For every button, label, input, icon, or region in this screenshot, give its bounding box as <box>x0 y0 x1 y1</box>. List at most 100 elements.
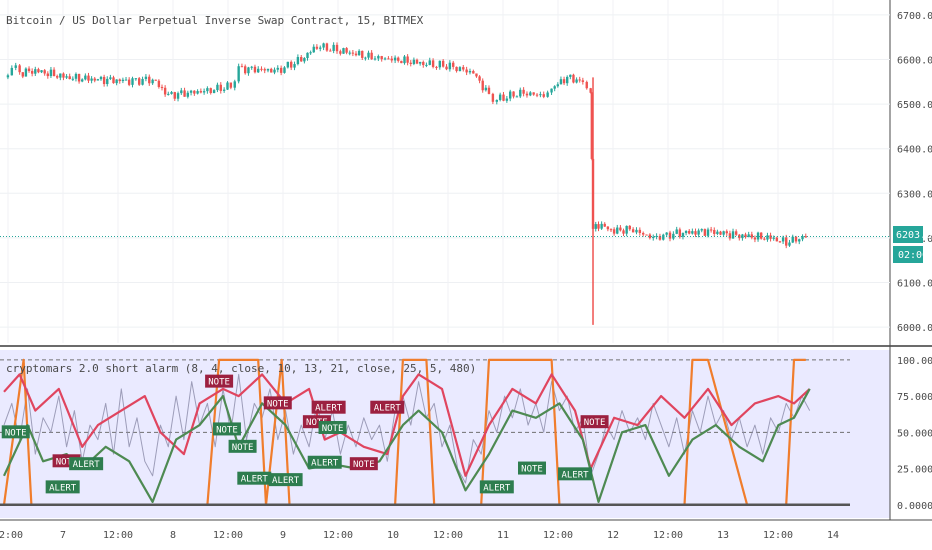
candle-body <box>14 65 17 68</box>
candle-body <box>668 232 672 239</box>
candle-body <box>769 235 772 239</box>
time-tick-label: 12:00 <box>433 530 463 541</box>
candle-body <box>553 86 556 89</box>
candle-body <box>415 59 419 64</box>
candle-body <box>309 52 312 54</box>
candle-body <box>173 92 176 99</box>
annotation-text: NOTE <box>322 424 344 434</box>
candle-body <box>594 224 597 229</box>
annotation-box <box>307 455 342 469</box>
indicator-tick-label: 25.0000 <box>897 465 932 476</box>
candle-body <box>566 76 569 84</box>
candle-body <box>279 67 283 73</box>
candle-body <box>167 93 170 95</box>
candle-body <box>10 67 14 76</box>
candle-body <box>684 230 688 234</box>
annotation-label: NOTE <box>580 415 609 429</box>
candle-body <box>502 94 505 101</box>
indicator-series-line <box>3 388 811 503</box>
candle-body <box>260 68 263 70</box>
annotation-text: ALERT <box>311 459 339 469</box>
candle-body <box>578 79 581 81</box>
annotation-label: ALERT <box>311 400 346 414</box>
annotation-label: NOTE <box>318 420 347 434</box>
time-tick-label: 12:00 <box>763 530 793 541</box>
annotation-text: ALERT <box>561 470 589 480</box>
annotation-box <box>268 473 303 487</box>
candle-body <box>484 87 488 91</box>
candle-body <box>678 229 682 237</box>
candle-body <box>68 76 71 80</box>
candle-body <box>52 69 56 77</box>
candle-body <box>709 229 713 231</box>
candle-body <box>266 68 270 71</box>
candle-body <box>276 67 279 70</box>
candle-body <box>293 64 296 68</box>
candle-body <box>635 229 638 233</box>
candle-body <box>612 229 616 234</box>
candle-body <box>370 52 373 60</box>
annotation-box <box>518 461 546 475</box>
candle-body <box>535 94 539 96</box>
candle-body <box>160 86 164 88</box>
candle-body <box>694 231 697 235</box>
candle-body <box>744 234 747 238</box>
candle-body <box>377 56 380 59</box>
candle-body <box>115 79 118 84</box>
annotation-label: ALERT <box>237 471 272 485</box>
candle-body <box>719 231 722 235</box>
price-axis-ticks: 6000.06100.06200.06300.06400.06500.06600… <box>897 11 932 334</box>
candle-body <box>170 92 173 94</box>
candle-body <box>616 227 619 234</box>
candle-body <box>525 93 529 96</box>
candle-body <box>585 81 588 89</box>
candle-body <box>283 67 286 73</box>
candle-body <box>425 64 428 66</box>
candle-body <box>785 237 788 246</box>
candle-body <box>176 93 180 99</box>
candle-body <box>131 78 134 85</box>
price-tick-label: 6500.0 <box>897 100 932 111</box>
annotation-box <box>580 415 609 429</box>
candle-body <box>315 46 319 49</box>
candle-body <box>791 236 794 243</box>
candle-body <box>342 48 345 54</box>
annotation-label: ALERT <box>558 467 593 481</box>
candle-body <box>357 50 361 56</box>
annotation-text: NOTE <box>208 378 230 388</box>
time-tick-label: 11 <box>497 530 509 541</box>
annotation-label: NOTE <box>212 422 241 436</box>
candle-body <box>253 66 257 73</box>
price-candles <box>0 42 890 325</box>
time-tick-label: 12:00 <box>103 530 133 541</box>
candle-body <box>458 67 462 72</box>
annotation-text: NOTE <box>584 418 606 428</box>
candle-body <box>648 234 652 239</box>
annotation-box <box>237 471 272 485</box>
candle-body <box>515 96 519 98</box>
candle-body <box>728 233 732 239</box>
candle-body <box>112 77 115 84</box>
candle-body <box>216 84 219 91</box>
time-tick-label: 9 <box>280 530 286 541</box>
annotation-box <box>479 480 514 494</box>
annotation-label: ALERT <box>268 473 303 487</box>
annotation-label: ALERT <box>479 480 514 494</box>
time-axis-ticks: 12:00 7 12:00 8 12:00 9 12:00 10 12:00 11 12:00 12 1… <box>0 530 839 541</box>
candle-body <box>329 50 332 52</box>
candle-body <box>300 57 303 62</box>
candle-body <box>380 56 383 60</box>
candle-body <box>505 98 509 101</box>
price-tick-label: 6100.0 <box>897 278 932 289</box>
annotation-text: NOTE <box>216 425 238 435</box>
annotation-label: NOTE <box>228 439 257 453</box>
candle-body <box>655 235 658 237</box>
candle-body <box>102 76 106 85</box>
annotation-box <box>69 457 104 471</box>
annotation-box <box>318 420 347 434</box>
last-price-time: 02:00 <box>898 250 928 261</box>
annotation-box <box>370 400 405 414</box>
annotation-text: NOTE <box>56 457 78 467</box>
candle-body <box>759 232 763 239</box>
candle-body <box>753 237 757 240</box>
